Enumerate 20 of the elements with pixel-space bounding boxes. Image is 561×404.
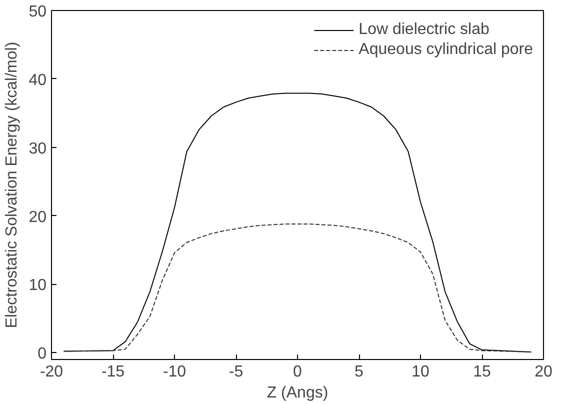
legend-label: Aqueous cylindrical pore: [358, 41, 533, 59]
y-tick-label: 0: [38, 346, 47, 363]
y-tick-label: 30: [28, 140, 47, 158]
y-tick-label: 50: [28, 4, 47, 20]
x-tick-label: -15: [101, 364, 125, 380]
x-tick-label: 20: [534, 364, 552, 380]
x-axis-title: Z (Angs): [266, 384, 328, 402]
x-tick-label: -10: [162, 364, 186, 380]
x-tick-label: -5: [228, 364, 244, 380]
y-axis-title: Electrostatic Solvation Energy (kcal/mol): [4, 42, 21, 328]
y-tick-label: 10: [28, 277, 47, 294]
line-series: [63, 224, 532, 352]
x-tick-label: 0: [293, 364, 302, 380]
legend-label: Low dielectric slab: [358, 21, 490, 39]
x-tick-label: -20: [40, 364, 64, 380]
x-tick-label: 5: [354, 364, 364, 380]
y-tick-label: 20: [28, 208, 47, 226]
x-tick-label: 15: [473, 364, 491, 380]
y-tick-label: 40: [28, 72, 47, 89]
x-tick-label: 10: [412, 364, 430, 380]
